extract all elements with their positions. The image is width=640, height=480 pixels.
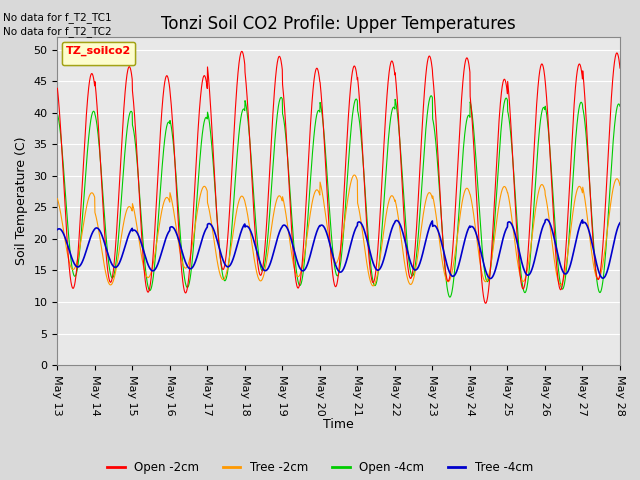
Title: Tonzi Soil CO2 Profile: Upper Temperatures: Tonzi Soil CO2 Profile: Upper Temperatur… xyxy=(161,15,516,33)
X-axis label: Time: Time xyxy=(323,419,354,432)
Legend:  xyxy=(62,42,135,65)
Text: No data for f_T2_TC1: No data for f_T2_TC1 xyxy=(3,12,112,23)
Text: No data for f_T2_TC2: No data for f_T2_TC2 xyxy=(3,26,112,37)
Legend: Open -2cm, Tree -2cm, Open -4cm, Tree -4cm: Open -2cm, Tree -2cm, Open -4cm, Tree -4… xyxy=(102,456,538,479)
Y-axis label: Soil Temperature (C): Soil Temperature (C) xyxy=(15,137,28,265)
